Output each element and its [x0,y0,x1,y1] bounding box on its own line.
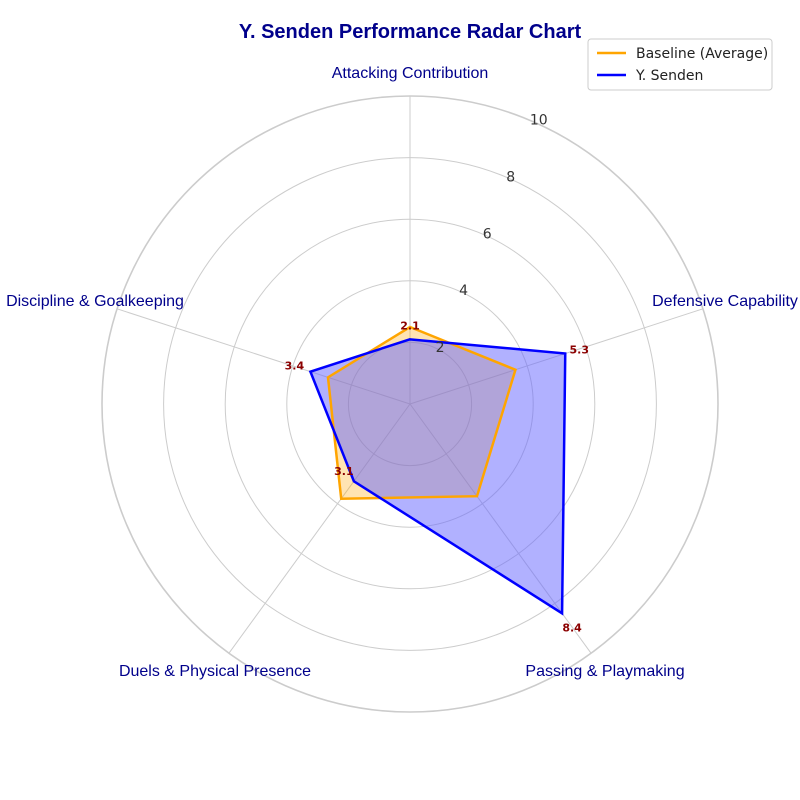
legend: Baseline (Average) Y. Senden [587,38,773,91]
tick-label-4: 4 [459,283,468,299]
category-label-3: Duels & Physical Presence [119,663,311,680]
tick-label-6: 6 [483,226,492,242]
data-label-1: 5.3 [570,344,590,357]
data-labels: 2.1 5.3 8.4 3.1 3.4 [285,319,589,634]
data-label-0: 2.1 [400,319,420,332]
category-label-0: Attacking Contribution [332,65,489,82]
tick-label-8: 8 [506,169,515,185]
data-label-3: 3.1 [334,465,354,478]
tick-label-2: 2 [436,340,445,356]
series-fill-1 [310,339,566,614]
series-layer [308,325,567,616]
series-line-1 [308,338,567,616]
legend-box [587,38,773,91]
category-labels: Attacking Contribution Defensive Capabili… [6,65,798,680]
category-label-2: Passing & Playmaking [525,663,684,680]
data-label-2: 8.4 [562,621,582,634]
category-label-4: Discipline & Goalkeeping [6,293,184,310]
legend-label-senden: Y. Senden [635,68,703,84]
legend-label-baseline: Baseline (Average) [636,46,768,62]
category-label-1: Defensive Capability [652,293,798,310]
chart-title: Y. Senden Performance Radar Chart [239,21,582,43]
tick-label-10: 10 [530,112,548,128]
series-line-0 [326,325,517,500]
radial-ticks: 2 4 6 8 10 [436,112,548,356]
data-label-4: 3.4 [285,360,305,373]
